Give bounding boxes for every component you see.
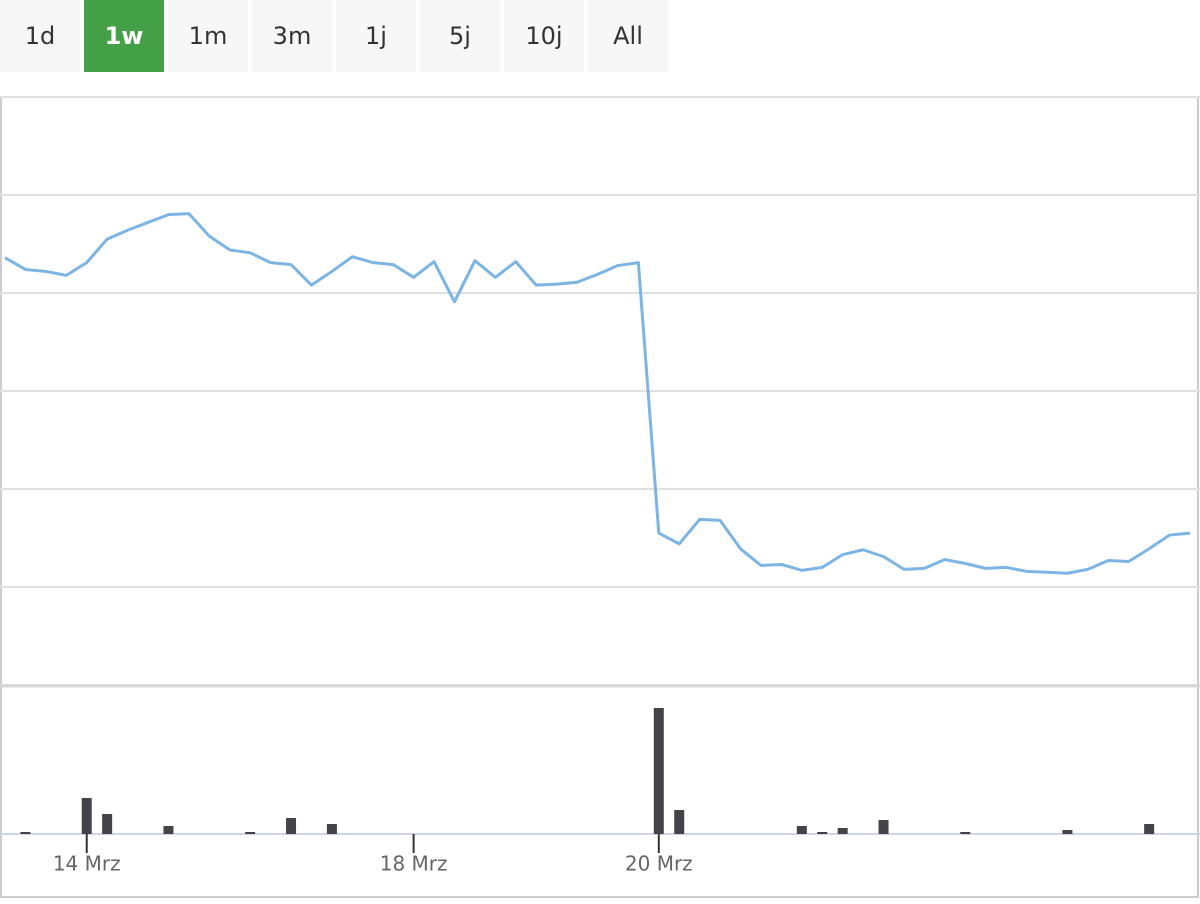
volume-bar: [163, 826, 174, 834]
volume-bar: [326, 824, 337, 834]
volume-bar: [286, 818, 297, 834]
volume-bar: [878, 820, 889, 834]
x-tick-label: 14 Mrz: [53, 852, 121, 876]
price-line: [4, 212, 1191, 575]
volume-bar: [653, 708, 664, 834]
range-button[interactable]: [504, 0, 584, 72]
range-button-label[interactable]: 10j: [525, 22, 562, 50]
range-button[interactable]: [336, 0, 416, 72]
range-button-label[interactable]: 3m: [273, 22, 312, 50]
range-button[interactable]: [588, 0, 668, 72]
range-button-label[interactable]: 5j: [449, 22, 471, 50]
plot-frame: [0, 96, 1199, 898]
range-button[interactable]: [168, 0, 248, 72]
range-button[interactable]: [420, 0, 500, 72]
range-button-label[interactable]: All: [613, 22, 643, 50]
volume-bar: [20, 832, 31, 834]
range-button-label[interactable]: 1m: [189, 22, 228, 50]
range-button-label[interactable]: 1d: [25, 22, 56, 50]
range-button[interactable]: [252, 0, 332, 72]
range-button[interactable]: [0, 0, 80, 72]
volume-bar: [837, 828, 848, 834]
volume-bar: [245, 832, 256, 834]
volume-bar: [102, 814, 113, 834]
range-button[interactable]: [84, 0, 164, 72]
range-button-label[interactable]: 1j: [365, 22, 387, 50]
volume-bar: [817, 832, 828, 834]
volume-bar: [674, 810, 685, 834]
volume-bar: [81, 798, 92, 834]
x-tick-label: 20 Mrz: [625, 852, 693, 876]
volume-bar: [1062, 830, 1073, 834]
x-tick-label: 18 Mrz: [380, 852, 448, 876]
range-button-label[interactable]: 1w: [105, 22, 144, 50]
volume-bar: [960, 832, 971, 834]
volume-bar: [796, 826, 807, 834]
volume-bar: [1144, 824, 1155, 834]
